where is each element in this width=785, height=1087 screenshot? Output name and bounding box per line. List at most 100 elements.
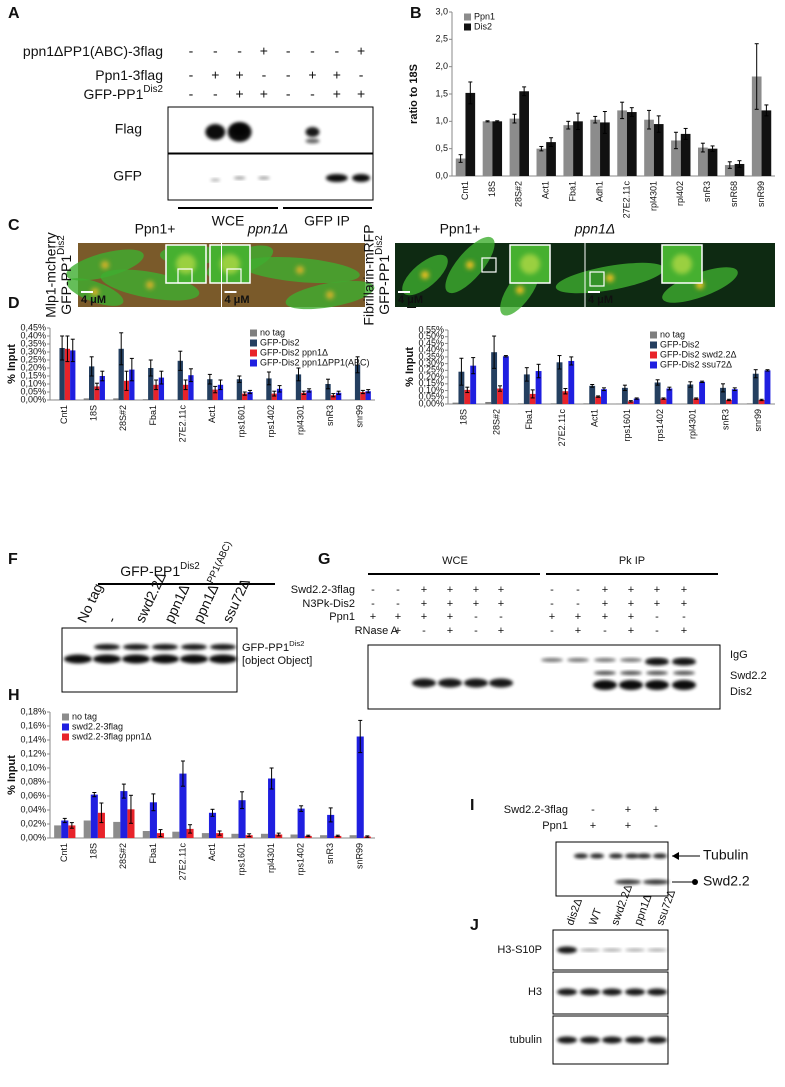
sign: - — [262, 67, 267, 83]
sign: + — [395, 611, 401, 623]
error-bar — [688, 381, 693, 388]
sign: + — [447, 625, 453, 637]
bar — [238, 800, 246, 838]
bar — [600, 122, 610, 176]
bar — [268, 778, 276, 838]
y-tick-label: 0,50% — [418, 331, 444, 341]
blot-band — [567, 658, 589, 662]
blot-band — [325, 174, 348, 182]
error-bar — [277, 385, 282, 393]
x-tick-label: rpl402 — [675, 181, 685, 206]
error-bar — [700, 380, 705, 383]
error-bar — [154, 379, 159, 391]
error-bar — [764, 104, 769, 117]
band-label-main: GFP-PP1 — [242, 642, 289, 654]
y-tick-label: 3,0 — [435, 6, 448, 16]
error-bar — [593, 115, 598, 124]
blot-band — [625, 988, 645, 996]
nucleus — [91, 288, 99, 296]
error-bar — [524, 367, 529, 382]
bar — [113, 398, 119, 400]
bar — [129, 369, 135, 400]
y-axis-label: % Input — [404, 347, 416, 387]
bar — [502, 356, 509, 404]
y-tick-label: 0,40% — [418, 345, 444, 355]
blot-band — [593, 680, 617, 690]
x-tick-label: 18S — [487, 181, 497, 197]
bar — [491, 352, 498, 404]
blot-band — [619, 680, 643, 690]
nucleus — [326, 291, 334, 299]
x-tick-label: snR3 — [720, 409, 730, 430]
error-bar — [306, 834, 311, 838]
bar — [295, 374, 302, 400]
nucleus — [466, 261, 474, 269]
bar — [260, 833, 269, 838]
sign: - — [422, 625, 426, 637]
x-tick-label: Act1 — [207, 843, 217, 861]
error-bar — [100, 370, 105, 382]
sign: + — [357, 86, 365, 102]
error-bar — [240, 791, 245, 810]
blot-band — [257, 176, 270, 180]
legend-swatch — [62, 713, 69, 721]
row-label: N3Pk-Dis2 — [302, 598, 355, 610]
legend-swatch — [650, 351, 657, 359]
panel-label: A — [8, 5, 20, 22]
sign: - — [371, 584, 375, 596]
blot — [367, 644, 721, 710]
row-label-main: ppn1ΔPP1(ABC)-3flag — [23, 43, 163, 59]
lane-label: dis2Δ — [564, 896, 585, 927]
x-tick-label: rpl4301 — [296, 405, 306, 435]
blot-band — [647, 988, 667, 996]
panel-title-main: GFP-PP1 — [120, 563, 180, 579]
sign: + — [654, 584, 660, 596]
sign: + — [498, 625, 504, 637]
roi-box — [177, 268, 193, 284]
sign: + — [602, 611, 608, 623]
panel-label: J — [470, 917, 479, 934]
lane-label-main: ppn1Δ — [161, 581, 193, 624]
legend-swatch — [250, 329, 257, 337]
blot-band — [181, 644, 207, 650]
bar — [590, 119, 601, 176]
panel-label: F — [8, 551, 18, 568]
error-bar — [237, 375, 242, 383]
lane-label-main: - — [103, 614, 120, 625]
legend-swatch — [62, 733, 69, 741]
error-bar — [471, 357, 476, 375]
error-bar — [468, 81, 473, 105]
sign: - — [286, 43, 291, 59]
x-tick-label: 27E2.11c — [177, 405, 187, 443]
error-bar — [497, 385, 502, 392]
bar — [464, 389, 471, 404]
sign: + — [421, 611, 427, 623]
blot-band — [646, 671, 668, 675]
bar — [509, 118, 520, 176]
sign: - — [591, 804, 595, 816]
sign: - — [286, 86, 291, 102]
bar — [550, 403, 557, 404]
sign: - — [334, 43, 339, 59]
bar — [617, 110, 627, 176]
error-bar — [247, 833, 252, 838]
blot-band — [123, 644, 149, 650]
y-tick-label: 0,00% — [418, 398, 444, 408]
group-label: GFP IP — [304, 213, 350, 229]
bar — [627, 401, 634, 404]
bar — [327, 814, 335, 838]
error-bar — [328, 807, 333, 823]
band-label: Dis2 — [730, 686, 752, 698]
sign: + — [308, 67, 316, 83]
blot-band — [673, 671, 695, 675]
nucleus — [101, 261, 109, 269]
row-label-main: Ppn1-3flag — [95, 67, 163, 83]
sign: + — [549, 611, 555, 623]
bar — [707, 148, 718, 176]
error-bar — [458, 154, 463, 163]
row-label: Ppn1 — [329, 611, 355, 623]
bar — [720, 387, 726, 404]
bar — [247, 392, 253, 400]
sign: - — [603, 625, 607, 637]
bar — [83, 398, 89, 400]
